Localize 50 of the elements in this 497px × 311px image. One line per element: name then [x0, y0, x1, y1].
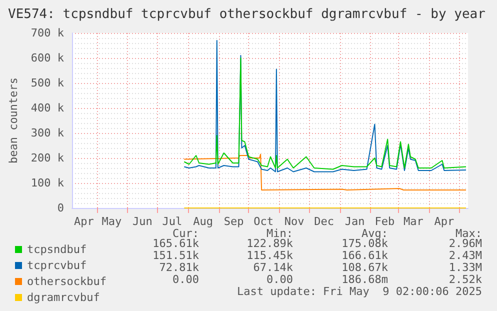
text: Avg:	[362, 227, 388, 240]
text: Cur:	[172, 227, 200, 240]
text: 1.33M	[448, 261, 482, 274]
text: 0.00	[266, 273, 294, 286]
text: 186.68m	[342, 273, 388, 286]
text: 0.00	[172, 273, 200, 286]
text: 165.61k	[152, 237, 200, 250]
y-tick-label: 200 k	[30, 152, 64, 164]
text: Min:	[266, 227, 294, 240]
text: 2.96M	[448, 237, 482, 250]
x-tick-label: Apr	[74, 215, 94, 228]
y-tick-label: 300 k	[30, 126, 64, 140]
legend-label: dgramrcvbuf	[27, 291, 100, 304]
x-tick-label: Mar	[403, 215, 424, 228]
y-tick-label: 400 k	[30, 102, 64, 114]
x-tick-label: Aug	[193, 215, 213, 228]
legend-label: othersockbuf	[27, 275, 106, 288]
x-tick-label: Dec	[314, 215, 334, 228]
text: 175.08k	[342, 237, 388, 250]
y-axis-title: bean counters	[7, 77, 20, 164]
x-tick-label: May	[102, 215, 122, 228]
chart-title: VE574: tcpsndbuf tcprcvbuf othersockbuf dgramrcvbuf - by year	[8, 7, 486, 22]
y-tick-label: 0	[57, 202, 64, 214]
x-tick-label: Oct	[254, 215, 274, 228]
text: 166.61k	[342, 249, 388, 262]
x-tick-label: Jun	[132, 215, 152, 228]
x-tick-label: Feb	[374, 215, 395, 228]
y-tick-label: 100 k	[30, 176, 64, 190]
line-series	[184, 58, 467, 170]
text: 115.45k	[246, 249, 294, 262]
y-tick-label: 500 k	[30, 76, 64, 90]
line-series	[184, 154, 467, 190]
x-tick-label: Apr	[434, 215, 454, 228]
x-tick-label: Nov	[284, 215, 305, 228]
y-tick-label: 600 k	[30, 52, 64, 64]
text: Max:	[456, 227, 482, 240]
text: 72.81k	[159, 261, 200, 274]
legend-label: tcpsndbuf	[27, 243, 87, 256]
x-tick-label: Jul	[162, 215, 182, 228]
legend-label: tcprcvbuf	[27, 259, 87, 272]
text: 2.52k	[448, 273, 482, 286]
text: Last update: Fri May 9 02:00:06 2025	[236, 285, 482, 298]
text: 122.89k	[246, 237, 294, 250]
text: 108.67k	[342, 261, 388, 274]
y-tick-label: 700 k	[30, 26, 64, 40]
text: 151.51k	[152, 249, 200, 262]
text: 2.43M	[448, 249, 482, 262]
x-tick-label: Sep	[224, 215, 244, 228]
text: 67.14k	[253, 261, 294, 274]
x-tick-label: Jan	[344, 215, 365, 228]
